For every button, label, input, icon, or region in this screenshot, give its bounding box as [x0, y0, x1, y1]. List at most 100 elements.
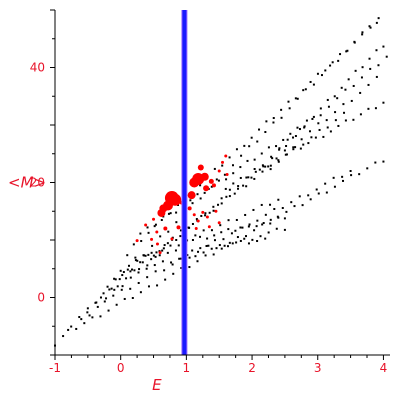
data-point: [273, 207, 276, 210]
data-point: [166, 242, 169, 245]
data-point: [359, 91, 362, 94]
data-point: [220, 202, 223, 205]
data-point: [307, 142, 310, 145]
data-point: [247, 176, 250, 179]
data-point: [261, 170, 264, 173]
data-point: [204, 214, 207, 217]
highlight-point: [157, 208, 166, 217]
data-point: [215, 178, 218, 181]
data-point: [253, 229, 256, 232]
data-point: [337, 124, 340, 127]
data-point: [212, 209, 215, 212]
data-point: [342, 179, 345, 182]
data-point: [225, 195, 228, 198]
data-point: [260, 152, 263, 155]
data-point: [218, 244, 221, 247]
data-point: [265, 120, 268, 123]
data-point: [83, 322, 86, 325]
data-point: [251, 238, 254, 241]
data-point: [286, 138, 289, 141]
data-point: [259, 235, 262, 238]
data-point: [118, 278, 121, 281]
data-point: [237, 185, 240, 188]
data-point: [75, 327, 78, 330]
data-point: [213, 167, 216, 170]
data-point: [86, 307, 89, 310]
data-point: [200, 214, 203, 217]
data-point: [197, 250, 200, 253]
data-point: [235, 148, 238, 151]
data-point: [217, 203, 220, 206]
data-point: [99, 315, 102, 318]
data-point: [302, 89, 305, 92]
data-point: [134, 256, 137, 259]
highlight-point: [155, 242, 159, 246]
data-point: [123, 297, 126, 300]
highlight-point: [217, 221, 221, 225]
data-point: [301, 204, 304, 207]
x-axis-ticks: -1 0 1 2 3 4: [49, 355, 387, 375]
data-point: [206, 237, 209, 240]
data-point: [309, 198, 312, 201]
x-tick-label: 2: [248, 361, 256, 375]
data-point: [137, 281, 140, 284]
data-point: [231, 164, 234, 167]
data-point: [352, 84, 355, 87]
highlight-point: [224, 154, 228, 158]
data-point: [248, 223, 251, 226]
data-point: [269, 218, 272, 221]
y-axis-label: <M>: [8, 174, 46, 192]
data-point: [369, 26, 372, 29]
data-point: [172, 272, 175, 275]
data-point: [298, 128, 301, 131]
y-tick-label: 40: [30, 61, 45, 75]
data-point: [283, 228, 286, 231]
data-point: [377, 17, 380, 20]
data-point: [234, 229, 237, 232]
data-point: [142, 254, 145, 257]
highlight-point: [208, 178, 214, 184]
data-point: [264, 237, 267, 240]
highlight-point: [187, 191, 196, 200]
data-point: [350, 174, 353, 177]
data-point: [278, 148, 281, 151]
data-point: [368, 57, 371, 60]
data-point: [270, 155, 273, 158]
data-point: [67, 328, 70, 331]
data-point: [347, 78, 350, 81]
highlight-point: [170, 237, 174, 241]
data-point: [161, 260, 164, 263]
data-point: [283, 217, 286, 220]
data-point: [191, 202, 194, 205]
data-point: [382, 160, 385, 163]
data-point: [252, 208, 255, 211]
vertical-marker-line: [181, 10, 188, 355]
data-point: [159, 235, 162, 238]
data-point: [324, 69, 327, 72]
data-point: [374, 161, 377, 164]
data-point: [310, 136, 313, 139]
data-point: [208, 211, 211, 214]
highlight-point-cluster: [135, 154, 229, 255]
data-point: [245, 176, 248, 179]
data-point: [88, 314, 91, 317]
data-point: [283, 149, 286, 152]
data-point: [205, 244, 208, 247]
data-point: [334, 119, 337, 122]
data-point: [329, 64, 332, 67]
highlight-point: [158, 251, 162, 255]
data-point: [308, 130, 311, 133]
data-point: [228, 188, 231, 191]
data-point: [303, 125, 306, 128]
data-point: [178, 257, 181, 260]
data-point: [237, 187, 240, 190]
data-point: [340, 86, 343, 89]
data-point: [260, 203, 263, 206]
data-point: [294, 97, 297, 100]
data-point: [336, 97, 339, 100]
data-point: [129, 270, 132, 273]
data-point: [147, 285, 150, 288]
data-point: [232, 182, 235, 185]
data-point: [240, 154, 243, 157]
data-point: [191, 249, 194, 252]
